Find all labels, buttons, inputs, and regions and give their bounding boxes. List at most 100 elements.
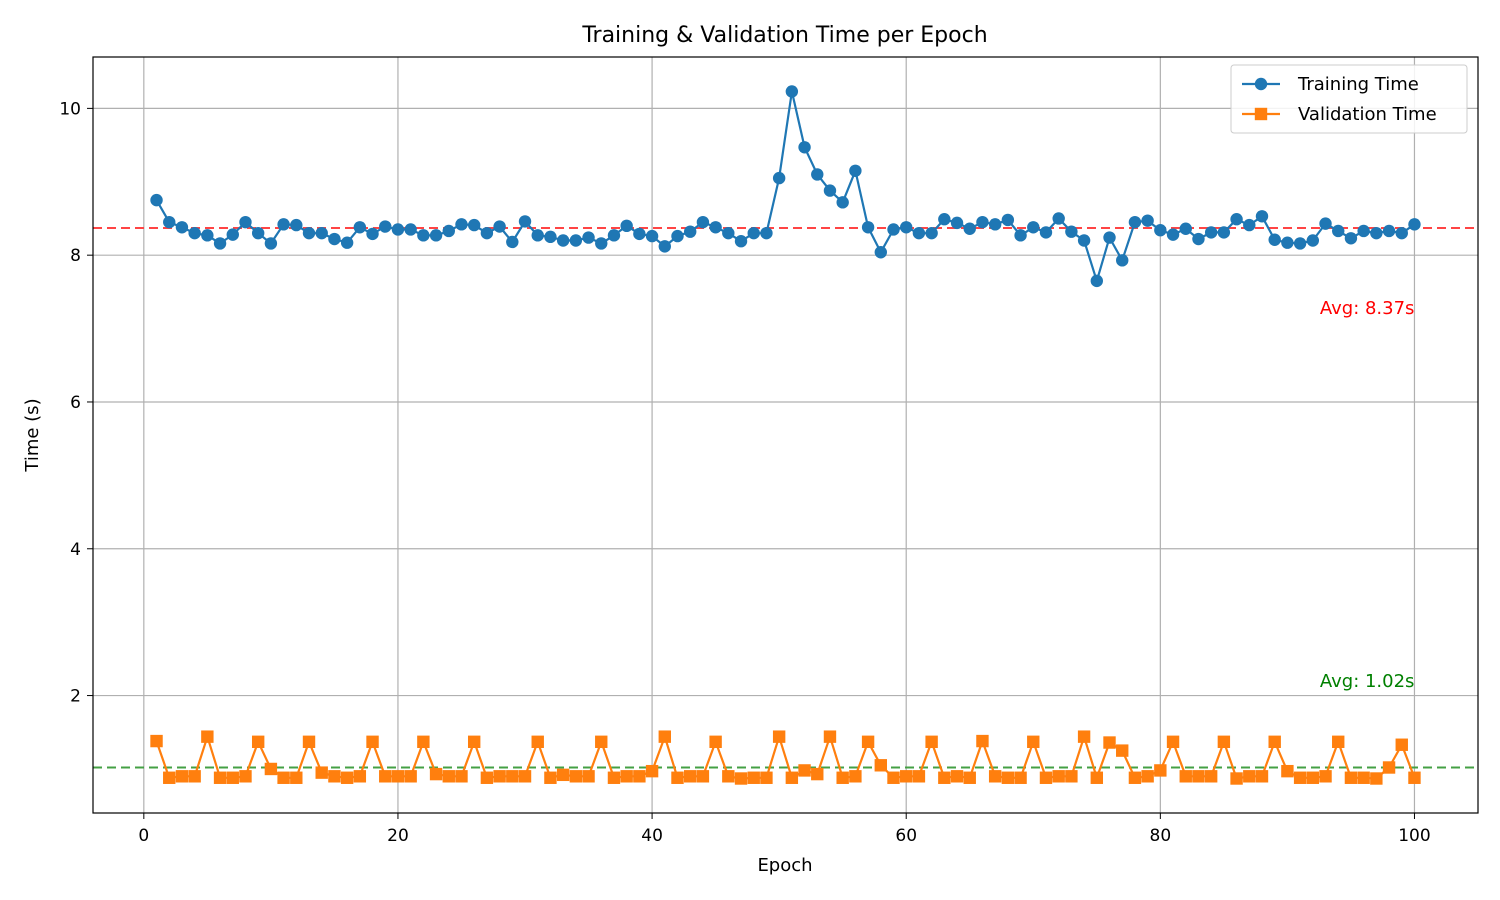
data-point [671, 771, 684, 784]
y-axis-ticks: 2 4 6 8 10 [59, 99, 93, 707]
data-point [798, 764, 811, 777]
data-point [582, 770, 595, 783]
data-point [201, 229, 214, 242]
data-point [1103, 231, 1116, 244]
data-point [760, 771, 773, 784]
data-point [556, 234, 570, 247]
data-point [1408, 218, 1421, 231]
data-point [1357, 771, 1370, 784]
data-point [1179, 222, 1192, 235]
data-point [353, 770, 367, 783]
data-point [417, 229, 430, 242]
data-point [747, 771, 760, 784]
data-point [709, 735, 722, 749]
data-point [1128, 771, 1142, 784]
data-point [480, 771, 494, 784]
data-point [239, 215, 252, 229]
x-tick-label: 80 [1150, 826, 1172, 846]
data-point [963, 771, 976, 784]
data-point [645, 764, 659, 778]
data-point [582, 231, 595, 244]
data-point [1243, 770, 1256, 783]
data-point [1090, 771, 1104, 784]
data-point [696, 770, 710, 783]
data-point [1204, 770, 1218, 783]
data-point [1395, 738, 1408, 751]
data-point [315, 226, 328, 240]
data-point [1154, 764, 1167, 777]
data-point [1039, 226, 1053, 239]
data-point [696, 215, 710, 229]
data-point [226, 228, 239, 241]
data-point [188, 226, 201, 240]
data-point [391, 223, 405, 236]
data-point [772, 730, 786, 743]
data-point [607, 771, 621, 784]
data-point [1001, 771, 1015, 784]
data-point [201, 730, 214, 743]
data-point [404, 223, 417, 236]
data-point [861, 735, 875, 749]
data-point [836, 771, 849, 784]
data-point [1306, 771, 1320, 784]
data-point [1217, 735, 1231, 749]
data-point [379, 770, 392, 783]
data-point [569, 234, 583, 247]
data-point [963, 222, 976, 235]
data-point [1281, 764, 1294, 778]
data-point [1306, 234, 1320, 247]
data-point [1332, 224, 1345, 238]
data-point [747, 226, 760, 240]
data-point [188, 770, 201, 783]
data-point [1027, 735, 1040, 749]
data-point [442, 224, 455, 238]
data-point [544, 771, 557, 784]
data-point [1395, 226, 1408, 240]
data-point [798, 141, 811, 154]
data-point [823, 730, 837, 743]
data-point [1141, 770, 1154, 783]
data-point [302, 735, 316, 749]
data-point [849, 164, 862, 177]
data-point [620, 219, 633, 233]
average-annotation: Avg: 8.37s [1320, 298, 1415, 319]
data-point [1370, 226, 1383, 240]
data-point [455, 770, 468, 783]
data-point [1116, 744, 1129, 757]
data-point [912, 226, 926, 240]
data-point [938, 771, 951, 784]
data-point [175, 770, 189, 783]
data-point [340, 771, 354, 784]
data-point [1052, 212, 1065, 225]
data-point [874, 759, 887, 772]
data-point [1065, 225, 1078, 238]
data-point [1357, 224, 1370, 238]
data-point [277, 771, 290, 784]
data-point [1090, 274, 1104, 288]
data-point [1255, 770, 1269, 783]
legend-label: Validation Time [1298, 104, 1437, 125]
data-point [480, 226, 494, 240]
data-point [1154, 224, 1167, 237]
data-point [1077, 234, 1091, 247]
data-point [645, 229, 659, 243]
y-tick-label: 8 [70, 246, 81, 266]
data-point [1116, 254, 1129, 267]
data-point [1319, 217, 1332, 230]
data-point [251, 226, 265, 240]
data-point [734, 772, 748, 785]
data-point [366, 227, 379, 241]
data-point [1166, 735, 1180, 749]
data-point [988, 770, 1002, 783]
data-point [950, 770, 964, 783]
data-point [938, 213, 951, 226]
data-point [379, 220, 392, 233]
data-point [722, 770, 735, 783]
data-point [595, 237, 608, 250]
data-point [849, 770, 862, 783]
data-point [544, 230, 557, 244]
data-point [633, 227, 646, 241]
data-point [1344, 232, 1358, 245]
data-point [442, 770, 455, 783]
data-point [874, 246, 887, 259]
